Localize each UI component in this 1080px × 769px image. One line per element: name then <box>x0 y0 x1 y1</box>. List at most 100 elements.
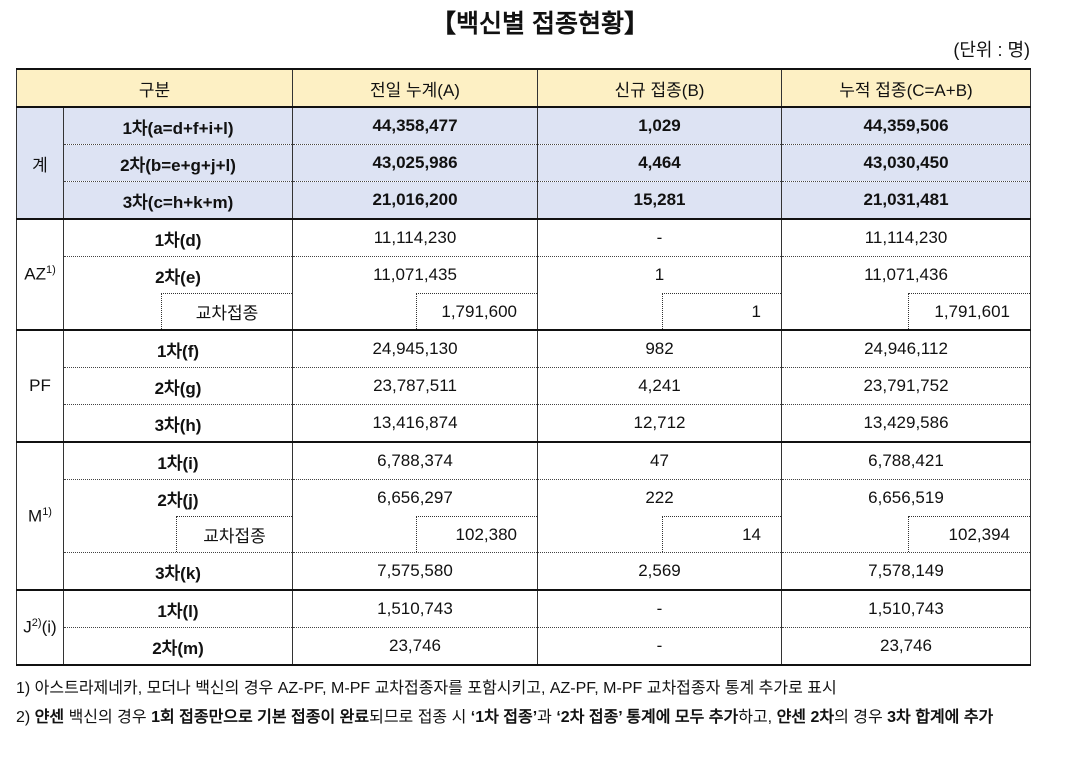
value-cell: 1,791,601 <box>781 293 1031 331</box>
note-text: 과 <box>537 709 557 726</box>
row: PF 1차(f) 24,945,130 982 24,946,112 <box>16 330 1031 443</box>
group-label: PF <box>16 330 64 443</box>
header-row: 구분 전일 누계(A) 신규 접종(B) 누적 접종(C=A+B) <box>16 68 1031 108</box>
value: 2,569 <box>638 561 681 580</box>
note-text: ‘2차 접종’ 통계에 모두 추가 <box>556 709 739 726</box>
row-label-text: 2차(j) <box>157 490 199 510</box>
value-cell: 13,416,874 <box>292 404 538 443</box>
row: 2차(b=e+g+j+l) 43,025,986 4,464 43,030,450 <box>17 144 1031 182</box>
note-text: ‘1차 접종’ <box>470 709 538 726</box>
value: 43,025,986 <box>372 153 458 172</box>
row-label: 3차(h) <box>63 404 293 443</box>
value: 4,241 <box>638 376 681 395</box>
value: 44,358,477 <box>372 116 458 135</box>
row-label-text: 3차(k) <box>155 563 201 583</box>
value-cell: 1 <box>537 293 782 331</box>
value-cell: 14 <box>537 516 782 553</box>
value-cell: 11,071,435 <box>292 256 538 293</box>
row-label-text: 3차(h) <box>154 415 202 435</box>
row: 교차접종 102,380 14 102,394 <box>17 516 1031 553</box>
note-text: 3차 합계에 추가 <box>887 709 994 726</box>
value-cell: 12,712 <box>537 404 782 443</box>
row: 3차(c=h+k+m) 21,016,200 15,281 21,031,481 <box>17 181 1031 220</box>
value: 23,791,752 <box>863 376 949 395</box>
header-cell: 신규 접종(B) <box>537 68 782 108</box>
value: 23,746 <box>880 636 932 655</box>
title: 【백신별 접종현황】 <box>431 10 649 38</box>
row-label-text: 1차(i) <box>157 453 199 473</box>
value-cell: 7,575,580 <box>292 552 538 591</box>
value-cell: 15,281 <box>537 181 782 220</box>
row-label-text: 1차(f) <box>156 341 200 361</box>
value-cell: 21,016,200 <box>292 181 538 220</box>
value: 15,281 <box>633 190 686 209</box>
value-cell: 21,031,481 <box>781 181 1031 220</box>
value-cell: 982 <box>537 330 782 368</box>
cross-value: 14 <box>662 516 781 552</box>
value-cell: 44,358,477 <box>292 107 538 145</box>
row-label: 교차접종 <box>63 516 293 553</box>
value: 13,429,586 <box>863 413 949 432</box>
value-cell: 11,114,230 <box>292 219 538 257</box>
value-cell: 102,380 <box>292 516 538 553</box>
value: 6,656,519 <box>868 488 944 507</box>
group-label: AZ1) <box>16 219 64 331</box>
value: 1 <box>654 265 665 284</box>
group-name: AZ <box>24 264 46 284</box>
value: 1,510,743 <box>868 599 944 618</box>
value: 7,575,580 <box>377 561 453 580</box>
value: 11,114,230 <box>864 228 948 247</box>
note-text: 얀센 <box>34 709 65 726</box>
value-cell: 1,029 <box>537 107 782 145</box>
value: 6,788,421 <box>868 451 944 470</box>
group-label: 계 <box>16 107 64 220</box>
value-cell: 43,030,450 <box>781 144 1031 182</box>
note-text: 1) 아스트라제네카, 모더나 백신의 경우 AZ-PF, M-PF 교차접종자… <box>16 680 837 697</box>
value: 23,746 <box>389 636 441 655</box>
row-label: 2차(b=e+g+j+l) <box>63 144 293 182</box>
value-cell: 43,025,986 <box>292 144 538 182</box>
row-label: 1차(f) <box>63 330 293 368</box>
value-cell: 23,746 <box>292 627 538 666</box>
value: 11,071,436 <box>864 265 948 284</box>
value-cell: 23,746 <box>781 627 1031 666</box>
value: 4,464 <box>638 153 681 172</box>
value: 23,787,511 <box>373 376 457 395</box>
value-cell: 23,791,752 <box>781 367 1031 405</box>
value-cell: 6,788,421 <box>781 442 1031 480</box>
value-cell: 1,510,743 <box>781 590 1031 628</box>
row-label-text: 3차(c=h+k+m) <box>122 192 234 212</box>
group-suffix: (i) <box>41 617 57 637</box>
value: 11,071,435 <box>373 265 457 284</box>
row-label: 2차(m) <box>63 627 293 666</box>
row-label-text: 1차(l) <box>157 601 199 621</box>
value: 222 <box>645 488 674 507</box>
unit: (단위 : 명) <box>953 40 1030 60</box>
value-cell: 6,656,519 <box>781 479 1031 516</box>
row-label: 1차(l) <box>63 590 293 628</box>
value-cell: 1,510,743 <box>292 590 538 628</box>
table: 구분 전일 누계(A) 신규 접종(B) 누적 접종(C=A+B) 계 1차(a=d+f+… <box>16 68 1031 666</box>
value-cell: 47 <box>537 442 782 480</box>
value-cell: 2,569 <box>537 552 782 591</box>
value-cell: - <box>537 627 782 666</box>
value-cell: 6,656,297 <box>292 479 538 516</box>
row-label-text: 2차(e) <box>155 267 201 287</box>
cross-value: 102,394 <box>908 516 1030 552</box>
header-cell: 구분 <box>16 68 293 108</box>
header-cell: 전일 누계(A) <box>292 68 538 108</box>
value-cell: 13,429,586 <box>781 404 1031 443</box>
value: - <box>656 636 663 655</box>
row-label: 3차(c=h+k+m) <box>63 181 293 220</box>
value-cell: 102,394 <box>781 516 1031 553</box>
value: 24,946,112 <box>864 339 948 358</box>
value: 21,031,481 <box>863 190 949 209</box>
value: 7,578,149 <box>868 561 944 580</box>
value: - <box>656 599 663 618</box>
row: J2)(i) 1차(l) 1,510,743 - 1,510,743 <box>16 590 1031 666</box>
value: 21,016,200 <box>372 190 458 209</box>
value: 44,359,506 <box>863 116 949 135</box>
value-cell: 6,788,374 <box>292 442 538 480</box>
row: 2차(j) 6,656,297 222 6,656,519 <box>17 479 1031 516</box>
